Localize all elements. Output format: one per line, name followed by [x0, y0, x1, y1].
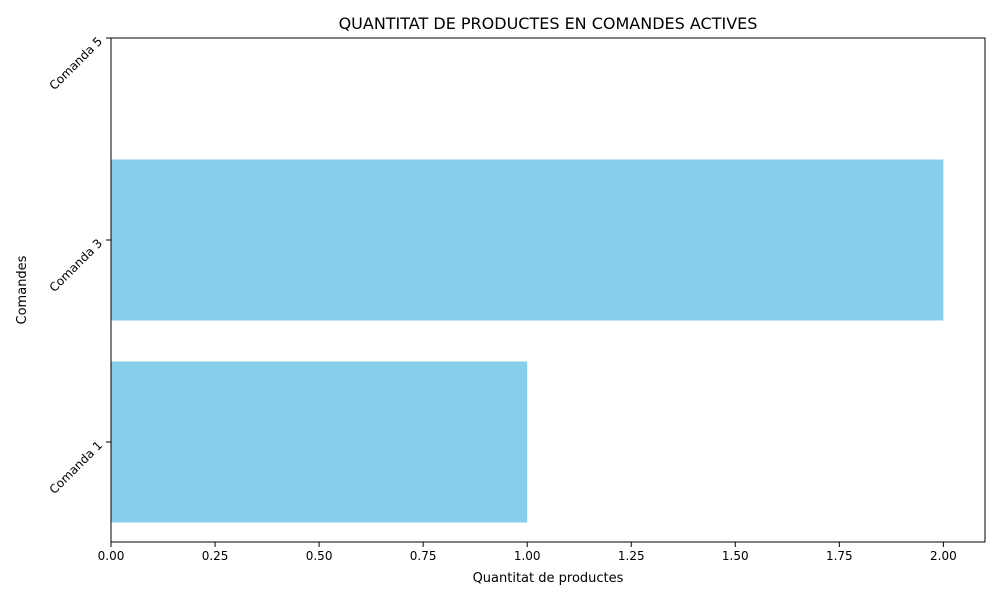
bar-comanda-1	[111, 361, 528, 523]
plot-frame	[110, 37, 986, 543]
x-axis-label: Quantitat de productes	[473, 571, 624, 586]
y-axis-ticks: Comanda 1 Comanda 3 Comanda 5	[47, 34, 111, 497]
chart-title: QUANTITAT DE PRODUCTES EN COMANDES ACTIV…	[339, 14, 758, 33]
y-tick-label: Comanda 5	[47, 34, 106, 93]
x-tick-label: 1.50	[722, 549, 749, 563]
x-axis-ticks: 0.00 0.25 0.50 0.75 1.00 1.25 1.50 1.75 2.00	[98, 542, 957, 563]
x-tick-label: 0.75	[410, 549, 437, 563]
x-tick-label: 0.00	[98, 549, 125, 563]
bar-comanda-3	[111, 159, 944, 321]
x-tick-label: 0.25	[202, 549, 229, 563]
x-tick-label: 1.75	[826, 549, 853, 563]
y-axis-label: Comandes	[15, 255, 30, 324]
bars-group	[111, 159, 944, 523]
x-tick-label: 0.50	[306, 549, 333, 563]
x-tick-label: 1.00	[514, 549, 541, 563]
x-tick-label: 2.00	[930, 549, 957, 563]
x-tick-label: 1.25	[618, 549, 645, 563]
y-tick-label: Comanda 1	[47, 438, 106, 497]
y-tick-label: Comanda 3	[47, 236, 106, 295]
